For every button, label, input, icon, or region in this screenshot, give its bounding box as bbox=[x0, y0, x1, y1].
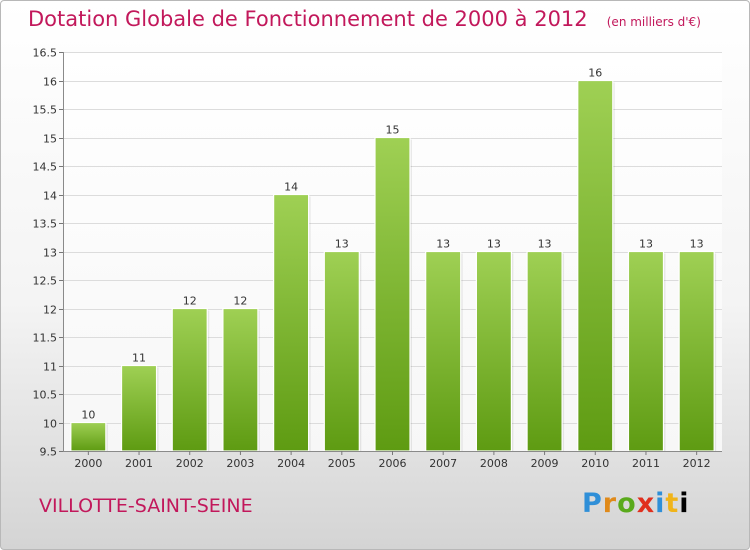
y-tick-label: 13.5 bbox=[33, 218, 58, 231]
bar-value-label: 13 bbox=[335, 238, 349, 251]
bar-value-label: 13 bbox=[436, 238, 450, 251]
x-tick-label: 2008 bbox=[480, 457, 508, 470]
bar-value-label: 13 bbox=[487, 238, 501, 251]
bar-value-label: 12 bbox=[233, 295, 247, 308]
bar-value-label: 16 bbox=[588, 67, 602, 80]
y-tick-label: 16.5 bbox=[33, 47, 58, 60]
bar bbox=[425, 250, 462, 452]
bar bbox=[70, 421, 107, 452]
chart-subtitle: (en milliers d'€) bbox=[606, 15, 701, 29]
y-tick-label: 15.5 bbox=[33, 104, 58, 117]
bar bbox=[577, 79, 614, 452]
x-tick-label: 2005 bbox=[328, 457, 356, 470]
bar-value-label: 14 bbox=[284, 181, 298, 194]
logo-letter: r bbox=[602, 488, 618, 519]
x-tick-label: 2000 bbox=[74, 457, 102, 470]
y-tick-label: 10 bbox=[43, 418, 57, 431]
bar bbox=[678, 250, 715, 452]
logo-letter: x bbox=[636, 488, 656, 519]
bar bbox=[120, 364, 158, 452]
bar bbox=[526, 250, 563, 452]
y-tick-label: 16 bbox=[43, 76, 57, 89]
logo-letter: t bbox=[665, 488, 680, 519]
chart-title-main: Dotation Globale de Fonctionnement de 20… bbox=[28, 7, 588, 31]
bar bbox=[171, 307, 208, 452]
y-tick-label: 14.5 bbox=[33, 161, 58, 174]
logo-letter: i bbox=[679, 488, 690, 519]
chart-title: Dotation Globale de Fonctionnement de 20… bbox=[28, 7, 701, 31]
x-tick-label: 2010 bbox=[581, 457, 609, 470]
commune-name: VILLOTTE-SAINT-SEINE bbox=[39, 495, 253, 517]
y-tick-label: 12.5 bbox=[33, 275, 58, 288]
y-tick-label: 11.5 bbox=[33, 332, 58, 345]
y-tick-label: 12 bbox=[43, 304, 57, 317]
x-tick-label: 2001 bbox=[125, 457, 153, 470]
x-tick-label: 2004 bbox=[277, 457, 305, 470]
bar-value-label: 15 bbox=[386, 124, 400, 137]
y-tick-label: 11 bbox=[43, 361, 57, 374]
x-tick-label: 2007 bbox=[429, 457, 457, 470]
x-tick-label: 2002 bbox=[176, 457, 204, 470]
bar bbox=[323, 250, 360, 452]
axis-layer: 9.5 10 10.5 11 11.5 12 12.5 13 13.5 14 14.5 15 15.5 1… bbox=[33, 47, 722, 470]
proxiti-logo[interactable]: Proxiti bbox=[582, 488, 690, 519]
logo-letter: o bbox=[617, 488, 637, 519]
bar bbox=[627, 250, 665, 452]
bar-value-label: 13 bbox=[639, 238, 653, 251]
y-tick-label: 14 bbox=[43, 190, 57, 203]
bar-value-label: 13 bbox=[538, 238, 552, 251]
y-tick-label: 13 bbox=[43, 247, 57, 260]
bar bbox=[222, 307, 259, 452]
x-tick-label: 2006 bbox=[379, 457, 407, 470]
y-tick-label: 10.5 bbox=[33, 389, 58, 402]
bar-value-label: 13 bbox=[690, 238, 704, 251]
bar bbox=[273, 193, 310, 452]
logo-letter: i bbox=[655, 488, 666, 519]
x-tick-label: 2011 bbox=[632, 457, 660, 470]
x-tick-label: 2003 bbox=[226, 457, 254, 470]
bar bbox=[475, 250, 512, 452]
bar bbox=[374, 136, 411, 452]
logo-letter: P bbox=[582, 488, 603, 519]
bar-value-label: 12 bbox=[183, 295, 197, 308]
x-tick-label: 2012 bbox=[683, 457, 711, 470]
x-tick-label: 2009 bbox=[531, 457, 559, 470]
bar-value-label: 11 bbox=[132, 352, 146, 365]
y-tick-label: 15 bbox=[43, 133, 57, 146]
y-tick-label: 9.5 bbox=[40, 446, 58, 459]
bar-value-label: 10 bbox=[81, 409, 95, 422]
